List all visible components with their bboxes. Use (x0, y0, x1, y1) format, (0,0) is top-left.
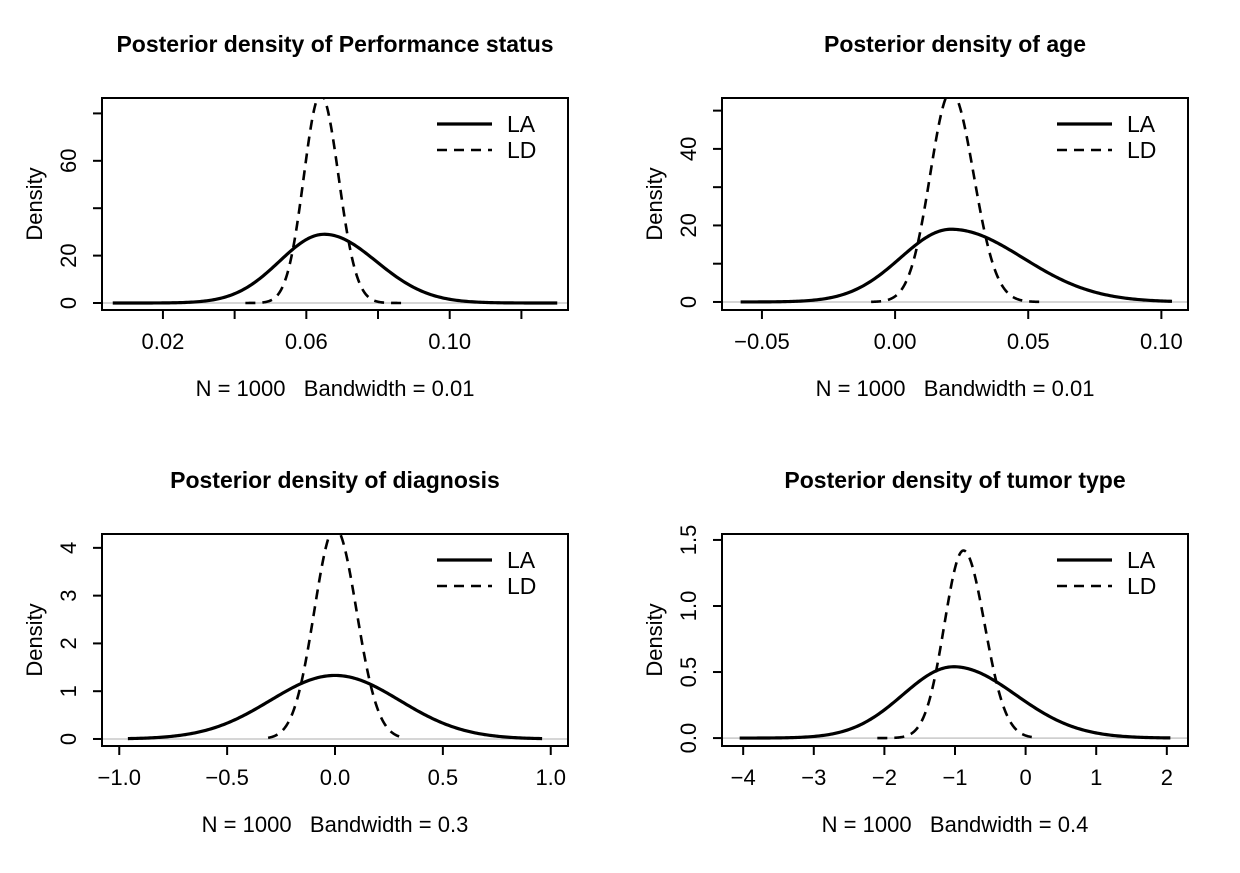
x-tick-label: −0.5 (205, 765, 248, 790)
x-tick-label: 0.05 (1007, 329, 1050, 354)
age-curve-la (740, 227, 1173, 304)
x-tick-label: 0.06 (285, 329, 328, 354)
x-axis-label: N = 1000 Bandwidth = 0.01 (816, 376, 1095, 401)
panel-title: Posterior density of tumor type (784, 467, 1125, 493)
y-tick-label: 0 (56, 733, 81, 745)
x-tick-label: 0.0 (320, 765, 351, 790)
x-axis-label: N = 1000 Bandwidth = 0.01 (196, 376, 475, 401)
age-curve-ld (870, 99, 1045, 304)
legend-label: LA (507, 547, 536, 573)
legend-label: LD (507, 573, 536, 599)
y-tick-label: 3 (56, 590, 81, 602)
y-axis-label: Density (22, 167, 47, 240)
x-axis-label: N = 1000 Bandwidth = 0.4 (822, 812, 1089, 837)
panel-title: Posterior density of age (824, 31, 1086, 57)
y-tick-label: 2 (56, 637, 81, 649)
legend-label: LD (1127, 137, 1156, 163)
x-tick-label: 0.10 (428, 329, 471, 354)
y-tick-label: 0 (676, 296, 701, 308)
y-axis-label: Density (22, 603, 47, 676)
x-tick-label: −4 (731, 765, 756, 790)
y-tick-label: 0.0 (676, 723, 701, 754)
panel-age: −0.05 0.00 0.05 0.10 0 20 40 Posterior density … (620, 0, 1240, 436)
legend-label: LA (1127, 111, 1156, 137)
age-chart: −0.05 0.00 0.05 0.10 0 20 40 Posterior density … (642, 31, 1189, 401)
x-tick-label: 0.10 (1140, 329, 1183, 354)
x-tick-label: −1.0 (98, 765, 141, 790)
x-tick-label: 2 (1161, 765, 1173, 790)
y-tick-label: 1.0 (676, 591, 701, 622)
plot-box (101, 533, 569, 747)
performance-status-chart: 0.02 0.06 0.10 0 20 60 Posterior density of Pe… (22, 31, 569, 401)
x-axis-label: N = 1000 Bandwidth = 0.3 (202, 812, 469, 837)
x-tick-label: 0.00 (874, 329, 917, 354)
x-tick-label: −0.05 (734, 329, 790, 354)
legend-label: LA (1127, 547, 1156, 573)
tumor-type-curve-la (739, 665, 1171, 740)
x-tick-label: 0.5 (428, 765, 459, 790)
panel-performance-status: 0.02 0.06 0.10 0 20 60 Posterior density of Pe… (0, 0, 620, 436)
y-tick-label: 0 (56, 297, 81, 309)
plot-box (101, 97, 569, 311)
y-tick-label: 20 (676, 213, 701, 237)
y-tick-label: 40 (676, 137, 701, 161)
y-tick-label: 1 (56, 685, 81, 697)
x-tick-label: 1 (1090, 765, 1102, 790)
y-tick-label: 0.5 (676, 657, 701, 688)
y-tick-label: 20 (56, 243, 81, 267)
y-axis-label: Density (642, 167, 667, 240)
legend-label: LA (507, 111, 536, 137)
plot-box (721, 533, 1189, 747)
x-tick-label: −2 (872, 765, 897, 790)
panel-tumor-type: −4 −3 −2 −1 0 1 2 0.0 0.5 1.0 1.5 Posterior density… (620, 436, 1240, 873)
panel-title: Posterior density of diagnosis (170, 467, 500, 493)
x-tick-label: 0 (1019, 765, 1031, 790)
x-tick-label: −1 (942, 765, 967, 790)
x-tick-label: 0.02 (142, 329, 185, 354)
y-tick-label: 1.5 (676, 525, 701, 556)
diagnosis-curve-ld (267, 535, 401, 740)
diagnosis-chart: −1.0 −0.5 0.0 0.5 1.0 0 1 2 3 4 Posterior density … (22, 467, 569, 837)
x-tick-label: −3 (801, 765, 826, 790)
legend-label: LD (1127, 573, 1156, 599)
performance-status-curve-ld (244, 99, 404, 305)
y-tick-label: 4 (56, 542, 81, 554)
panel-diagnosis: −1.0 −0.5 0.0 0.5 1.0 0 1 2 3 4 Posterior density … (0, 436, 620, 873)
diagnosis-curve-la (127, 673, 543, 741)
panel-title: Posterior density of Performance status (116, 31, 553, 57)
tumor-type-curve-ld (876, 549, 1039, 740)
legend-label: LD (507, 137, 536, 163)
tumor-type-chart: −4 −3 −2 −1 0 1 2 0.0 0.5 1.0 1.5 Posterior density… (642, 467, 1189, 837)
x-tick-label: 1.0 (535, 765, 566, 790)
performance-status-curve-la (112, 232, 558, 305)
plot-box (721, 97, 1189, 311)
y-tick-label: 60 (56, 149, 81, 173)
y-axis-label: Density (642, 603, 667, 676)
